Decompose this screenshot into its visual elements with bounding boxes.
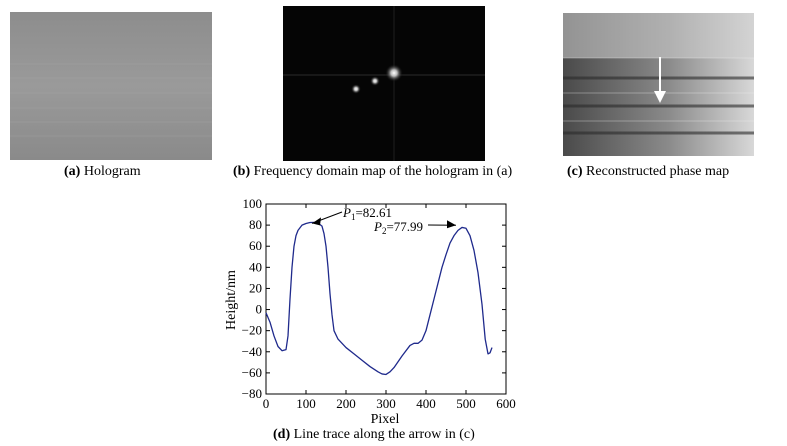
frequency-domain-image bbox=[283, 6, 485, 161]
x-tick-label: 200 bbox=[336, 396, 356, 411]
caption-d-text: Line trace along the arrow in (c) bbox=[293, 427, 475, 442]
y-axis-label: Height/nm bbox=[224, 270, 239, 330]
x-axis-label: Pixel bbox=[371, 412, 400, 427]
caption-b-text: Frequency domain map of the hologram in … bbox=[253, 164, 513, 179]
caption-b-letter: (b) bbox=[233, 164, 251, 179]
caption-c-letter: (c) bbox=[567, 164, 583, 179]
y-tick-label: 20 bbox=[249, 280, 262, 295]
y-tick-label: 0 bbox=[256, 302, 263, 317]
x-tick-label: 400 bbox=[416, 396, 436, 411]
y-tick-label: −20 bbox=[242, 323, 262, 338]
caption-d-letter: (d) bbox=[273, 427, 291, 442]
caption-d: (d) Line trace along the arrow in (c) bbox=[273, 427, 475, 443]
x-tick-label: 0 bbox=[263, 396, 270, 411]
caption-b: (b) Frequency domain map of the hologram… bbox=[233, 164, 512, 180]
caption-a: (a) Hologram bbox=[64, 164, 141, 180]
phase-map-image bbox=[563, 13, 754, 156]
hologram-image bbox=[10, 12, 212, 160]
y-tick-label: 80 bbox=[249, 217, 262, 232]
y-tick-label: −60 bbox=[242, 365, 262, 380]
y-tick-label: 100 bbox=[243, 196, 263, 211]
caption-c: (c) Reconstructed phase map bbox=[567, 164, 729, 180]
y-tick-label: −40 bbox=[242, 344, 262, 359]
annotation-p2: P2=77.99 bbox=[373, 219, 423, 236]
caption-c-text: Reconstructed phase map bbox=[586, 164, 730, 179]
arrowhead-p2 bbox=[447, 220, 456, 229]
caption-a-letter: (a) bbox=[64, 164, 81, 179]
y-tick-label: 60 bbox=[249, 238, 262, 253]
series-line-0 bbox=[265, 221, 493, 376]
x-tick-label: 300 bbox=[376, 396, 396, 411]
x-tick-label: 500 bbox=[456, 396, 476, 411]
caption-a-text: Hologram bbox=[83, 164, 141, 179]
x-tick-label: 100 bbox=[296, 396, 316, 411]
arrowhead-p1 bbox=[312, 217, 321, 226]
y-tick-label: 40 bbox=[249, 259, 262, 274]
annotation-p1: P1=82.61 bbox=[342, 205, 392, 222]
y-tick-label: −80 bbox=[242, 386, 262, 401]
x-tick-label: 600 bbox=[496, 396, 516, 411]
down-arrow-icon bbox=[654, 57, 666, 103]
